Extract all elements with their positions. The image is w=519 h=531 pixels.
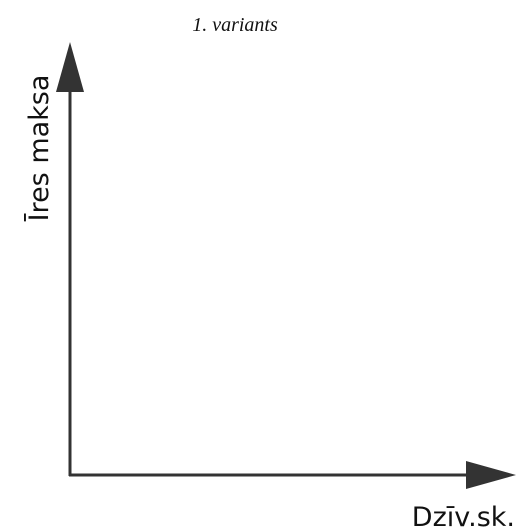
- title: 1. variants: [192, 14, 278, 36]
- y-axis-arrow: [56, 42, 84, 92]
- y-axis-label: Īres maksa: [24, 75, 55, 222]
- x-axis-label: Dzīv.sk.: [412, 502, 515, 531]
- x-axis-arrow: [466, 461, 516, 489]
